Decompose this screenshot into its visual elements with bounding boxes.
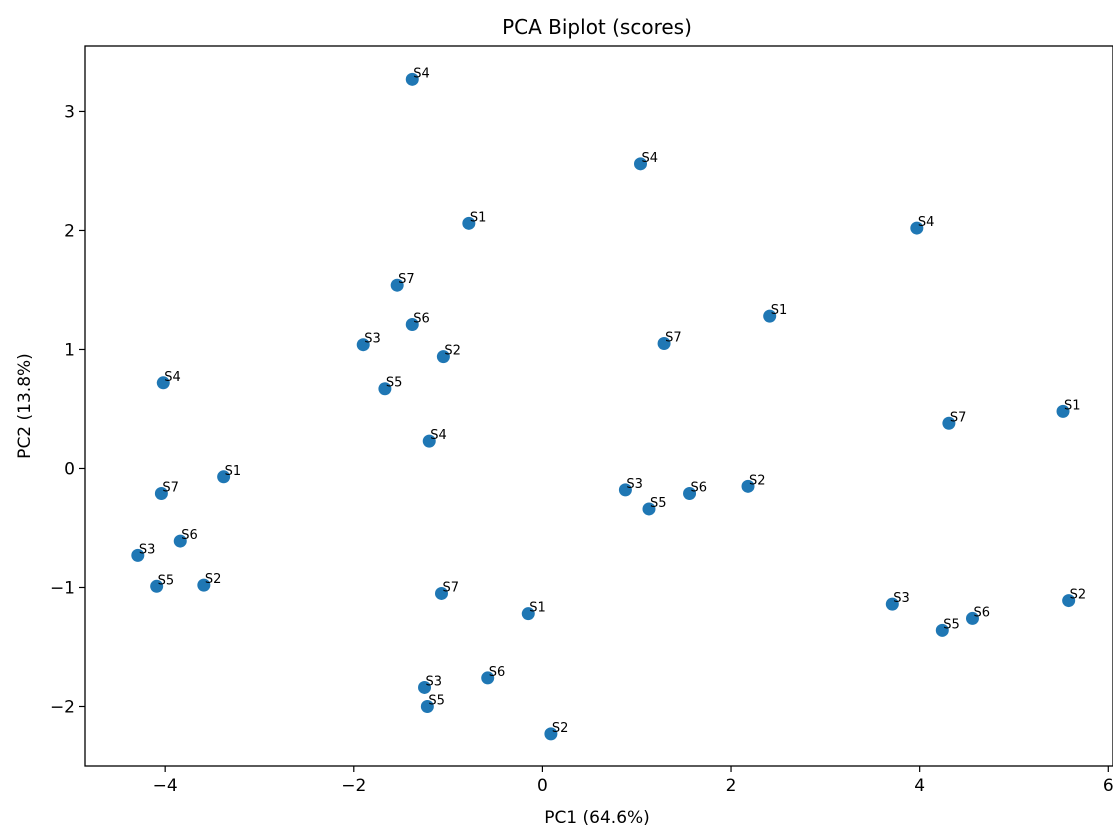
score-point: [131, 548, 145, 562]
point-label: S7: [442, 580, 459, 595]
y-tick-label: −1: [50, 578, 75, 598]
y-tick-label: 1: [64, 340, 75, 360]
point-label: S1: [529, 601, 546, 616]
point-label: S2: [552, 721, 569, 736]
point-label: S7: [950, 410, 967, 425]
point-label: S5: [650, 496, 667, 511]
score-point: [197, 578, 211, 592]
score-point: [156, 376, 170, 390]
score-point: [741, 479, 755, 493]
x-tick-label: 0: [537, 776, 548, 796]
x-tick-label: 6: [1103, 776, 1113, 796]
score-point: [436, 350, 450, 364]
point-label: S5: [428, 693, 445, 708]
score-point: [633, 157, 647, 171]
point-label: S5: [158, 573, 175, 588]
x-tick-label: −2: [341, 776, 366, 796]
score-point: [217, 470, 231, 484]
score-point: [521, 607, 535, 621]
y-tick-label: 0: [64, 459, 75, 479]
point-label: S1: [470, 210, 487, 225]
y-tick-label: 2: [64, 221, 75, 241]
score-point: [965, 611, 979, 625]
score-point: [405, 317, 419, 331]
point-label: S4: [918, 215, 935, 230]
x-tick-label: −4: [153, 776, 178, 796]
score-point: [642, 502, 656, 516]
y-axis-label: PC2 (13.8%): [15, 353, 35, 459]
point-label: S4: [413, 66, 430, 81]
score-point: [378, 382, 392, 396]
point-label: S3: [626, 477, 643, 492]
point-label: S7: [398, 272, 415, 287]
point-label: S6: [181, 528, 198, 543]
score-point: [154, 486, 168, 500]
score-point: [763, 309, 777, 323]
x-tick-label: 2: [726, 776, 737, 796]
score-point: [1056, 404, 1070, 418]
y-tick-label: 3: [64, 102, 75, 122]
score-point: [683, 486, 697, 500]
plot-frame: [84, 45, 1113, 767]
score-point: [150, 579, 164, 593]
score-point: [544, 727, 558, 741]
score-point: [418, 680, 432, 694]
y-axis: −2 −1 0 1 2 3: [50, 102, 85, 717]
score-point: [420, 699, 434, 713]
chart-title: PCA Biplot (scores): [502, 15, 692, 39]
score-point: [1062, 594, 1076, 608]
point-label: S3: [893, 591, 910, 606]
score-point: [422, 434, 436, 448]
point-label: S6: [489, 665, 506, 680]
score-point: [910, 221, 924, 235]
point-label: S1: [771, 303, 788, 318]
point-label: S2: [1070, 588, 1087, 603]
y-tick-label: −2: [50, 697, 75, 717]
point-label: S6: [691, 480, 708, 495]
score-point: [462, 216, 476, 230]
point-label: S2: [444, 344, 461, 359]
x-axis: −4 −2 0 2 4 6: [153, 766, 1113, 796]
point-label: S1: [1064, 398, 1081, 413]
point-label: S5: [386, 376, 403, 391]
point-label: S5: [943, 617, 960, 632]
point-label: S3: [364, 332, 381, 347]
point-label: S4: [641, 151, 658, 166]
score-point: [935, 623, 949, 637]
score-point: [942, 416, 956, 430]
point-label: S4: [164, 370, 181, 385]
x-tick-label: 4: [914, 776, 925, 796]
score-point: [173, 534, 187, 548]
point-label: S7: [162, 480, 179, 495]
point-label: S6: [413, 311, 430, 326]
point-label: S3: [426, 674, 443, 689]
x-axis-label: PC1 (64.6%): [544, 808, 650, 826]
point-label: S4: [430, 428, 447, 443]
score-point: [390, 278, 404, 292]
point-label: S2: [205, 572, 222, 587]
point-label: S3: [139, 542, 156, 557]
score-point: [434, 586, 448, 600]
score-point: [356, 338, 370, 352]
score-point: [481, 671, 495, 685]
score-point: [885, 597, 899, 611]
score-point: [618, 483, 632, 497]
score-point: [657, 337, 671, 351]
point-label: S7: [665, 331, 682, 346]
point-label: S6: [973, 605, 990, 620]
point-label: S2: [749, 473, 766, 488]
score-point: [405, 72, 419, 86]
point-label: S1: [225, 464, 242, 479]
scatter-points: S4 S4 S1 S4 S7 S1 S6 S3 S7 S2 S4 S5 S1 S7 S4 S1 S2 S3 S6 S7…: [131, 66, 1087, 741]
